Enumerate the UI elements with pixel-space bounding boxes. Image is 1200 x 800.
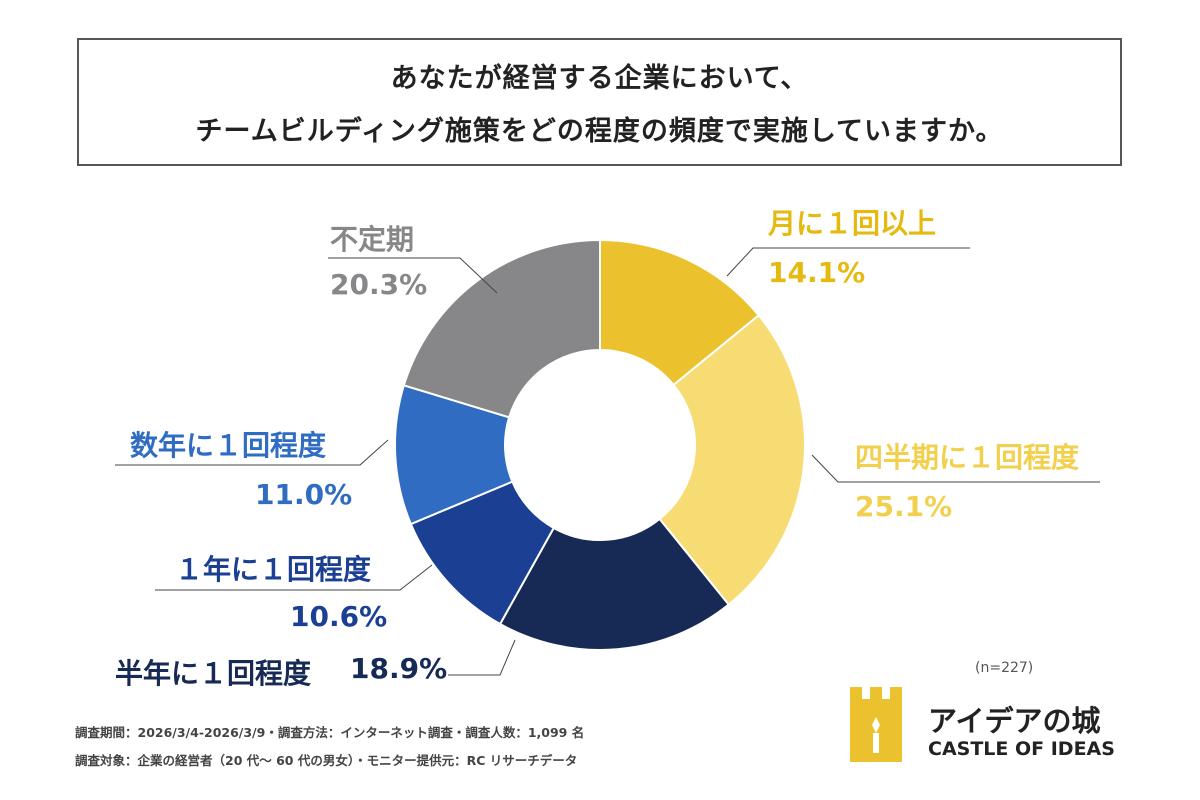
footer-line2: 調査対象：企業の経営者（20 代～ 60 代の男女）・モニター提供元：RC リサ… [75, 753, 578, 768]
label-cat-5: 不定期 [330, 223, 415, 256]
footer-line1: 調査期間：2026/3/4-2026/3/9・調査方法：インターネット調査・調査… [75, 725, 585, 740]
title-line2: チームビルディング施策をどの程度の頻度で実施していますか。 [195, 116, 1004, 147]
label-val-5: 20.3% [330, 268, 428, 301]
logo-jp: アイデアの城 [928, 704, 1101, 738]
leader-line-0 [726, 247, 970, 277]
label-cat-2: 半年に１回程度 [115, 657, 312, 690]
label-cat-3: １年に１回程度 [175, 553, 372, 586]
donut-slice-5 [402, 238, 601, 419]
label-val-4: 11.0% [255, 478, 353, 511]
label-val-3: 10.6% [290, 600, 388, 633]
label-val-2: 18.9% [350, 652, 448, 685]
title-box: あなたが経営する企業において、 チームビルディング施策をどの程度の頻度で実施して… [77, 38, 1122, 166]
donut-slice-1 [658, 313, 806, 606]
label-cat-0: 月に１回以上 [768, 207, 937, 240]
label-cat-1: 四半期に１回程度 [855, 441, 1080, 474]
sample-size: (n=227) [975, 660, 1034, 676]
label-val-1: 25.1% [855, 490, 953, 523]
donut-slice-2 [498, 517, 731, 651]
leader-line-1 [811, 454, 1100, 483]
leader-line-4 [115, 439, 389, 466]
leader-line-2 [448, 639, 516, 676]
logo-en: CASTLE OF IDEAS [928, 738, 1115, 760]
donut-slice-0 [599, 238, 761, 387]
label-val-0: 14.1% [768, 256, 866, 289]
leader-line-3 [155, 564, 433, 591]
label-cat-4: 数年に１回程度 [130, 429, 327, 462]
title-line1: あなたが経営する企業において、 [390, 63, 809, 94]
leader-line-5 [328, 257, 498, 294]
